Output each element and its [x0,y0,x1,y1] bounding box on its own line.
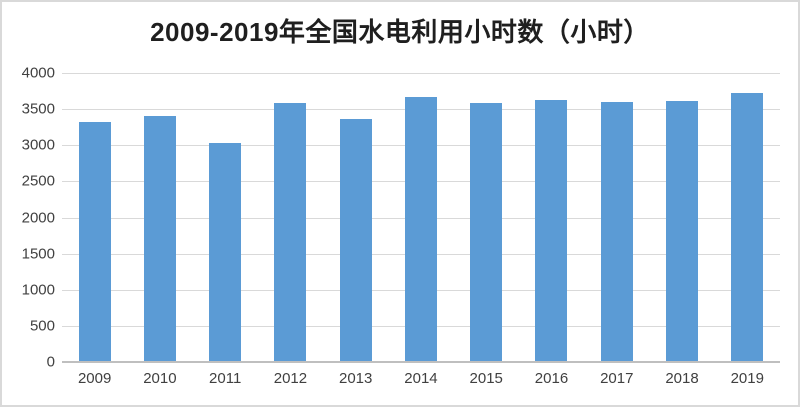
x-tick-label: 2013 [339,370,373,387]
y-tick-label: 4000 [21,64,55,82]
x-axis-line [62,361,780,363]
y-axis-labels: 0 500 1000 1500 2000 2500 3000 3500 4000 [2,66,55,370]
bar-2016 [535,100,568,362]
bar-2014 [404,96,437,362]
x-tick-label: 2012 [273,370,308,387]
y-tick-label: 2500 [21,172,55,190]
bar-2012 [274,102,307,362]
x-tick-label: 2009 [77,370,112,387]
y-tick-label: 2000 [21,209,55,226]
bar-2009 [78,121,111,362]
bar-slot [62,73,127,362]
bar-slot [127,73,192,362]
y-tick-label: 3500 [21,100,55,118]
y-tick-label: 0 [46,353,55,371]
plot-area [62,73,780,363]
bar-2015 [470,102,503,362]
bar-2010 [143,116,176,362]
x-tick-label: 2016 [534,370,569,387]
bar-2013 [339,119,372,362]
x-tick-label: 2019 [730,370,764,387]
gridline [62,73,780,74]
bar-2018 [666,100,699,362]
chart-title: 2009-2019年全国水电利用小时数（小时） [150,17,650,47]
y-tick-label: 500 [29,317,55,335]
bar-slot [258,73,323,362]
bar-slot [323,73,388,362]
bar-slot [649,73,714,362]
bar-2011 [209,143,242,362]
bar-slot [193,73,258,362]
x-tick-label: 2017 [600,370,634,387]
bar-2017 [600,102,633,362]
x-tick-label: 2014 [404,370,438,387]
bar-slot [388,73,453,362]
bar-slot [519,73,584,362]
x-tick-label: 2015 [469,370,503,387]
bars-container [62,73,780,362]
y-tick-label: 3000 [21,136,55,154]
bar-slot [584,73,649,362]
x-tick-label: 2010 [143,370,177,387]
bar-slot [454,73,519,362]
y-tick-label: 1500 [21,245,55,263]
bar-2019 [731,92,764,362]
y-tick-label: 1000 [21,281,55,299]
x-tick-label: 2018 [665,370,699,387]
x-tick-label: 2011 [209,370,242,387]
bar-slot [715,73,780,362]
x-axis-labels: 2009 2010 2011 2012 2013 2014 2015 2016 2017 2018… [62,370,780,387]
